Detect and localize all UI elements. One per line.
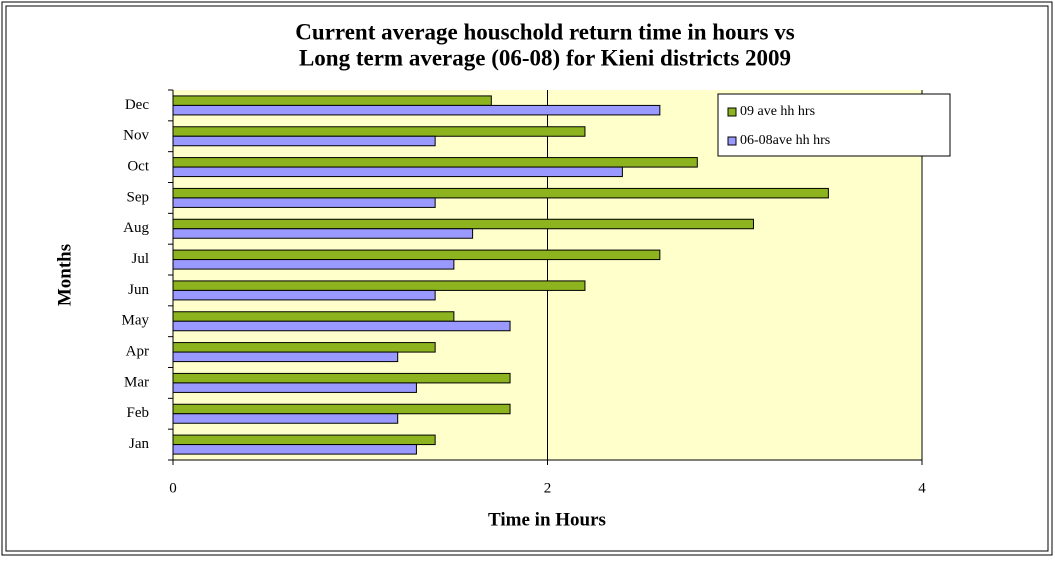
y-tick-label: Feb [127, 405, 150, 421]
bar [172, 126, 586, 137]
bar [172, 197, 436, 208]
bar [172, 434, 436, 446]
y-tick-label: Oct [127, 159, 149, 175]
bar [172, 280, 586, 291]
legend-swatch [727, 107, 737, 117]
y-tick-label: Nov [123, 128, 149, 144]
legend-label: 06-08ave hh hrs [740, 133, 830, 148]
legend-box [717, 93, 951, 157]
legend-label: 09 ave hh hrs [740, 104, 815, 119]
bar [172, 413, 399, 424]
bar [172, 289, 436, 301]
bar [172, 249, 661, 261]
bar [172, 228, 474, 239]
bar [172, 95, 492, 106]
bar [172, 372, 511, 384]
y-axis-title: Months [54, 244, 75, 306]
x-tick-label: 2 [544, 480, 552, 496]
bar [172, 351, 399, 363]
y-tick-label: Dec [125, 97, 149, 113]
bar [172, 259, 455, 270]
bar [172, 444, 417, 455]
x-tick-label: 0 [169, 480, 177, 496]
y-tick-label: Jun [128, 282, 149, 298]
y-tick-label: Aug [123, 220, 149, 236]
legend-swatch [727, 136, 737, 146]
chart-title: Current average houschold return time in… [295, 19, 794, 44]
bar [172, 382, 417, 393]
y-tick-label: Sep [127, 189, 150, 205]
bar [172, 218, 754, 230]
bar [172, 104, 661, 116]
chart-title: Long term average (06-08) for Kieni dist… [299, 45, 791, 70]
bar [172, 135, 436, 147]
x-tick-label: 4 [918, 480, 926, 496]
bar [172, 166, 623, 178]
y-tick-label: Jul [131, 251, 149, 267]
bar [172, 320, 511, 332]
bar [172, 187, 829, 199]
inner-border [5, 5, 1049, 552]
y-tick-label: Jan [129, 436, 149, 452]
x-axis-title: Time in Hours [488, 509, 606, 530]
bar [172, 157, 698, 168]
y-tick-label: Apr [126, 344, 149, 360]
bar [172, 311, 455, 322]
bar [172, 342, 436, 353]
y-tick-label: Mar [124, 374, 149, 390]
bar [172, 403, 511, 415]
y-tick-label: May [122, 313, 150, 329]
